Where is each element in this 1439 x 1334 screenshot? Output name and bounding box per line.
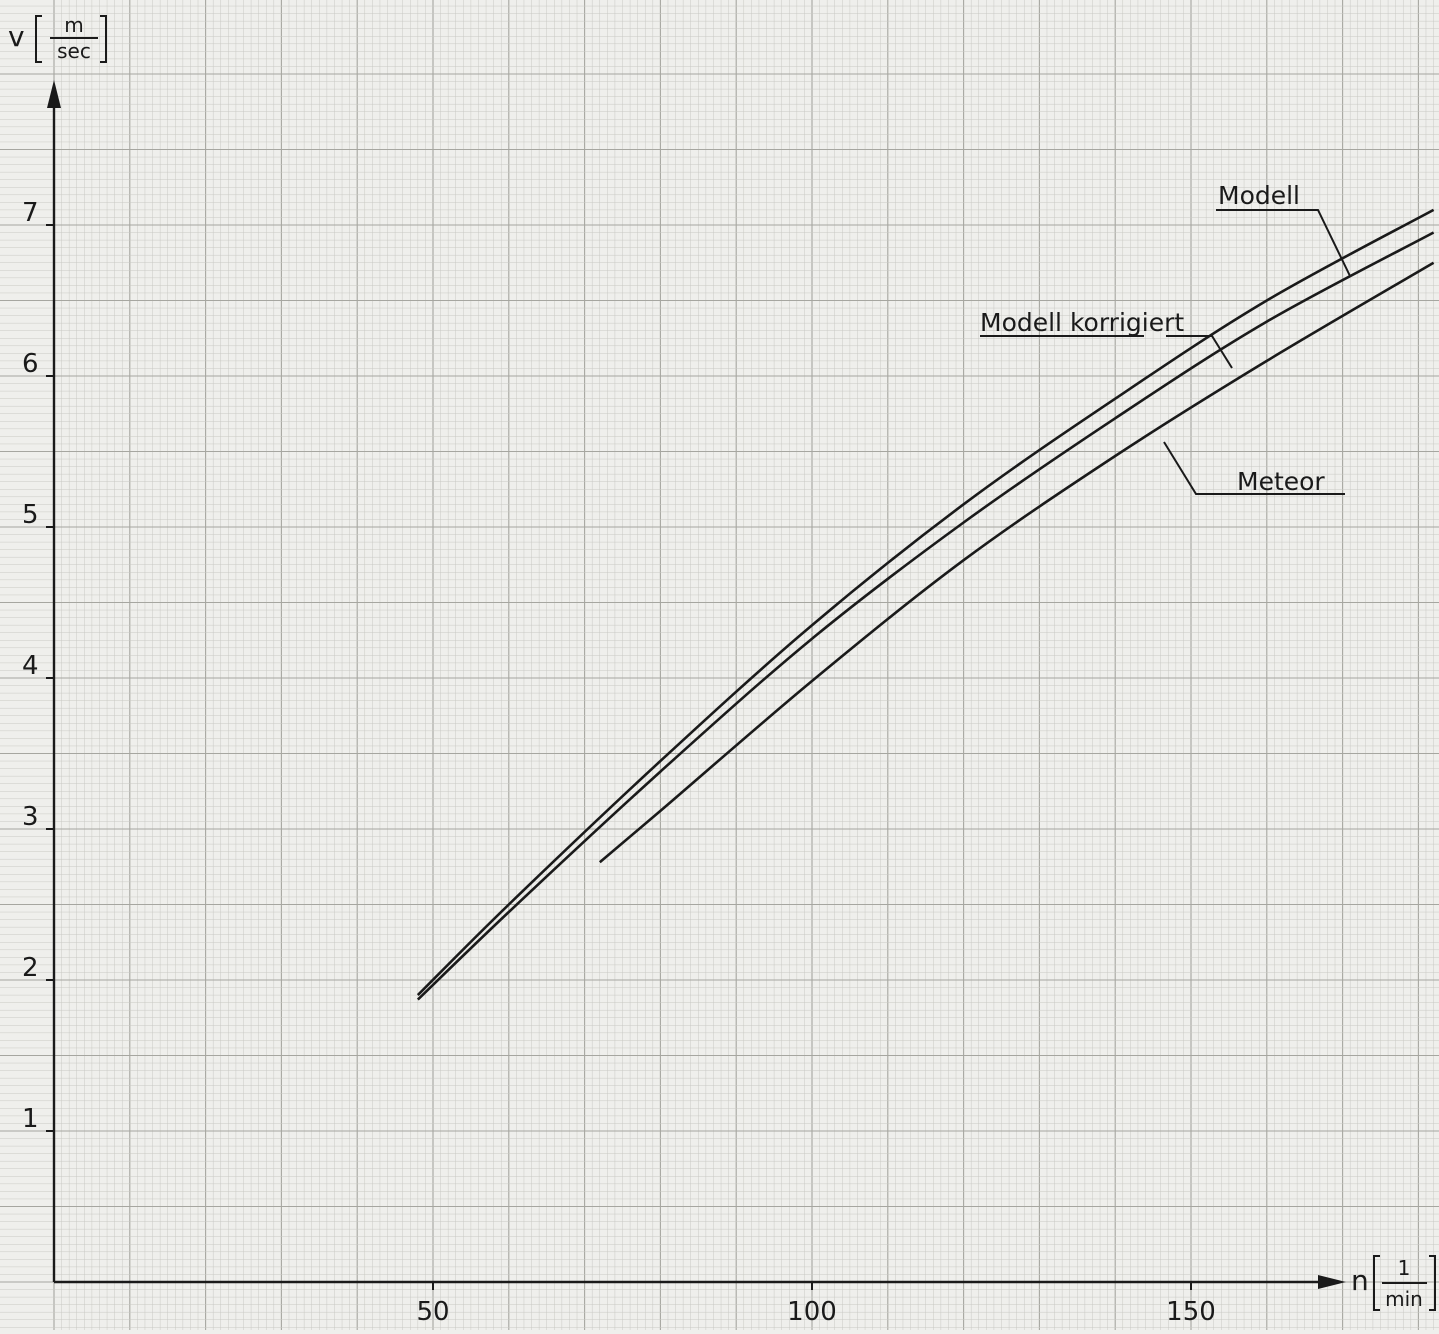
x-axis-label: n 1 min xyxy=(1351,1255,1436,1311)
x-unit-bracket-left xyxy=(1373,1255,1380,1311)
y-axis-symbol: v xyxy=(8,20,25,53)
x-unit-bracket-right xyxy=(1429,1255,1436,1311)
series-label-text: Modell korrigiert xyxy=(980,308,1184,337)
leader-modell-korrigiert xyxy=(1166,335,1233,369)
leader-meteor xyxy=(1163,441,1345,495)
y-tick-label: 7 xyxy=(22,198,39,228)
y-unit-numerator: m xyxy=(64,13,83,37)
y-tick-label: 2 xyxy=(22,953,39,983)
series-label-text: Meteor xyxy=(1237,467,1325,496)
y-unit-denominator: sec xyxy=(57,39,91,63)
leader-modell xyxy=(1216,209,1351,277)
series-line-modell-korrigiert xyxy=(416,231,1435,1001)
series-label-meteor: Meteor xyxy=(1237,467,1325,496)
x-axis-arrow xyxy=(1318,1275,1346,1289)
x-axis-symbol: n xyxy=(1351,1264,1369,1297)
series-lines xyxy=(416,208,1435,1001)
x-tick-label: 150 xyxy=(1166,1297,1216,1327)
x-unit-denominator: min xyxy=(1385,1287,1423,1311)
x-tick-label: 50 xyxy=(416,1297,449,1327)
series-label-modell: Modell xyxy=(1218,181,1300,210)
y-axis-arrow xyxy=(47,80,61,108)
series-label-modell-korrigiert: Modell korrigiert xyxy=(980,308,1184,337)
y-axis-label: v m sec xyxy=(8,13,107,63)
series-label-leaders xyxy=(980,209,1351,495)
x-unit-numerator: 1 xyxy=(1398,1256,1411,1280)
ticks: 1 2 3 4 5 6 7 50 100 150 xyxy=(22,198,1216,1327)
y-tick-label: 4 xyxy=(22,651,39,681)
series-label-text: Modell xyxy=(1218,181,1300,210)
x-tick-label: 100 xyxy=(787,1297,837,1327)
y-tick-label: 1 xyxy=(22,1104,39,1134)
y-tick-label: 5 xyxy=(22,500,39,530)
series-line-meteor xyxy=(598,261,1435,864)
y-unit-bracket-right xyxy=(100,15,107,63)
series-line-modell xyxy=(416,208,1435,997)
axes xyxy=(47,80,1346,1289)
y-tick-label: 6 xyxy=(22,349,39,379)
y-unit-bracket-left xyxy=(35,15,42,63)
y-tick-label: 3 xyxy=(22,802,39,832)
